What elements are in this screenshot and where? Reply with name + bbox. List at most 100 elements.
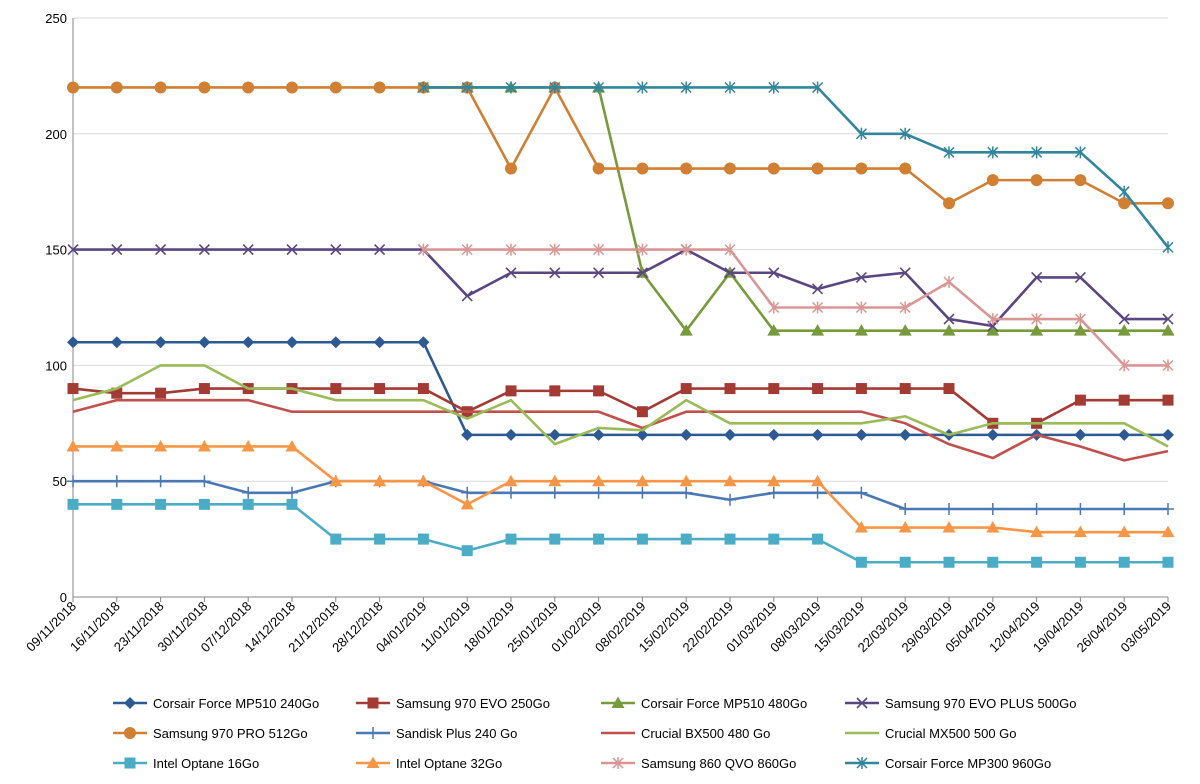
- data-point: [899, 428, 912, 441]
- data-point: [899, 162, 912, 175]
- data-point: [593, 385, 605, 397]
- legend-item: Corsair Force MP510 480Go: [601, 696, 807, 711]
- data-point: [855, 383, 867, 395]
- legend-label: Crucial MX500 500 Go: [885, 726, 1017, 741]
- data-point: [1118, 359, 1130, 372]
- legend-marker: [124, 697, 136, 709]
- data-point: [110, 81, 123, 94]
- data-point: [812, 383, 824, 395]
- legend-marker: [366, 756, 380, 768]
- legend-marker: [856, 757, 868, 769]
- data-point: [242, 336, 255, 349]
- data-point: [593, 267, 605, 279]
- series-line: [72, 398, 1169, 462]
- data-point: [242, 498, 254, 510]
- data-point: [899, 556, 911, 568]
- data-point: [987, 556, 999, 568]
- data-point: [111, 498, 123, 510]
- legend-marker: [367, 727, 379, 739]
- data-point: [942, 521, 956, 533]
- data-point: [417, 243, 429, 256]
- data-point: [67, 336, 79, 349]
- data-point: [198, 336, 211, 349]
- series-8: [72, 364, 1169, 448]
- data-point: [679, 324, 693, 336]
- data-point: [374, 383, 386, 395]
- data-point: [549, 81, 561, 94]
- legend-label: Corsair Force MP300 960Go: [885, 756, 1051, 771]
- data-point: [855, 301, 867, 314]
- data-point: [636, 533, 648, 545]
- data-point: [767, 324, 781, 336]
- data-point: [767, 162, 780, 175]
- data-point: [110, 336, 123, 349]
- legend-marker: [124, 727, 136, 739]
- data-point: [986, 521, 1000, 533]
- data-point: [680, 81, 692, 94]
- data-point: [812, 81, 824, 94]
- data-point: [1162, 313, 1174, 325]
- data-point: [504, 474, 518, 487]
- data-point: [1162, 241, 1174, 254]
- data-point: [592, 474, 606, 487]
- legend-label: Crucial BX500 480 Go: [641, 726, 770, 741]
- data-point: [1118, 197, 1131, 210]
- data-point: [461, 243, 473, 256]
- data-point: [154, 81, 167, 94]
- data-point: [67, 244, 79, 256]
- data-point: [636, 428, 649, 441]
- data-point: [987, 313, 999, 326]
- data-point: [198, 383, 210, 395]
- data-point: [855, 428, 868, 441]
- legend-label: Corsair Force MP510 480Go: [641, 696, 807, 711]
- data-point: [1031, 271, 1043, 283]
- data-point: [1031, 146, 1043, 159]
- legend-label: Samsung 860 QVO 860Go: [641, 756, 796, 771]
- data-point: [986, 174, 999, 187]
- data-point: [1118, 502, 1131, 515]
- data-point: [724, 81, 736, 94]
- legend-label: Intel Optane 32Go: [396, 756, 502, 771]
- legend-item: Samsung 970 EVO 250Go: [356, 696, 550, 711]
- data-point: [898, 521, 912, 533]
- data-point: [1074, 502, 1087, 515]
- legend-label: Sandisk Plus 240 Go: [396, 726, 517, 741]
- data-point: [680, 486, 693, 499]
- data-point: [811, 486, 824, 499]
- data-point: [1118, 313, 1130, 325]
- data-point: [373, 336, 386, 349]
- data-point: [198, 244, 210, 256]
- data-point: [811, 324, 825, 336]
- data-point: [768, 81, 780, 94]
- series-line: [72, 364, 1169, 448]
- data-point: [724, 383, 736, 395]
- y-tick-label: 0: [60, 590, 67, 605]
- data-point: [1074, 313, 1086, 326]
- data-point: [329, 81, 342, 94]
- data-point: [417, 533, 429, 545]
- data-point: [505, 385, 517, 397]
- data-point: [548, 486, 561, 499]
- data-point: [549, 267, 561, 279]
- series-line: [423, 248, 1168, 367]
- data-point: [592, 486, 605, 499]
- data-point: [505, 428, 517, 441]
- data-point: [198, 475, 211, 488]
- legend-marker: [612, 757, 624, 769]
- data-point: [855, 127, 867, 140]
- data-point: [943, 313, 955, 325]
- data-point: [855, 162, 868, 175]
- legend-label: Samsung 970 EVO PLUS 500Go: [885, 696, 1077, 711]
- data-point: [812, 283, 824, 295]
- data-point: [1030, 174, 1043, 187]
- series-line: [73, 479, 1168, 511]
- data-point: [680, 428, 693, 441]
- data-point: [110, 439, 124, 452]
- data-point: [724, 428, 736, 441]
- data-point: [330, 383, 342, 395]
- data-point: [329, 474, 343, 487]
- legend-item: Samsung 860 QVO 860Go: [601, 756, 796, 771]
- series-6: [67, 475, 1174, 515]
- data-point: [1162, 556, 1174, 568]
